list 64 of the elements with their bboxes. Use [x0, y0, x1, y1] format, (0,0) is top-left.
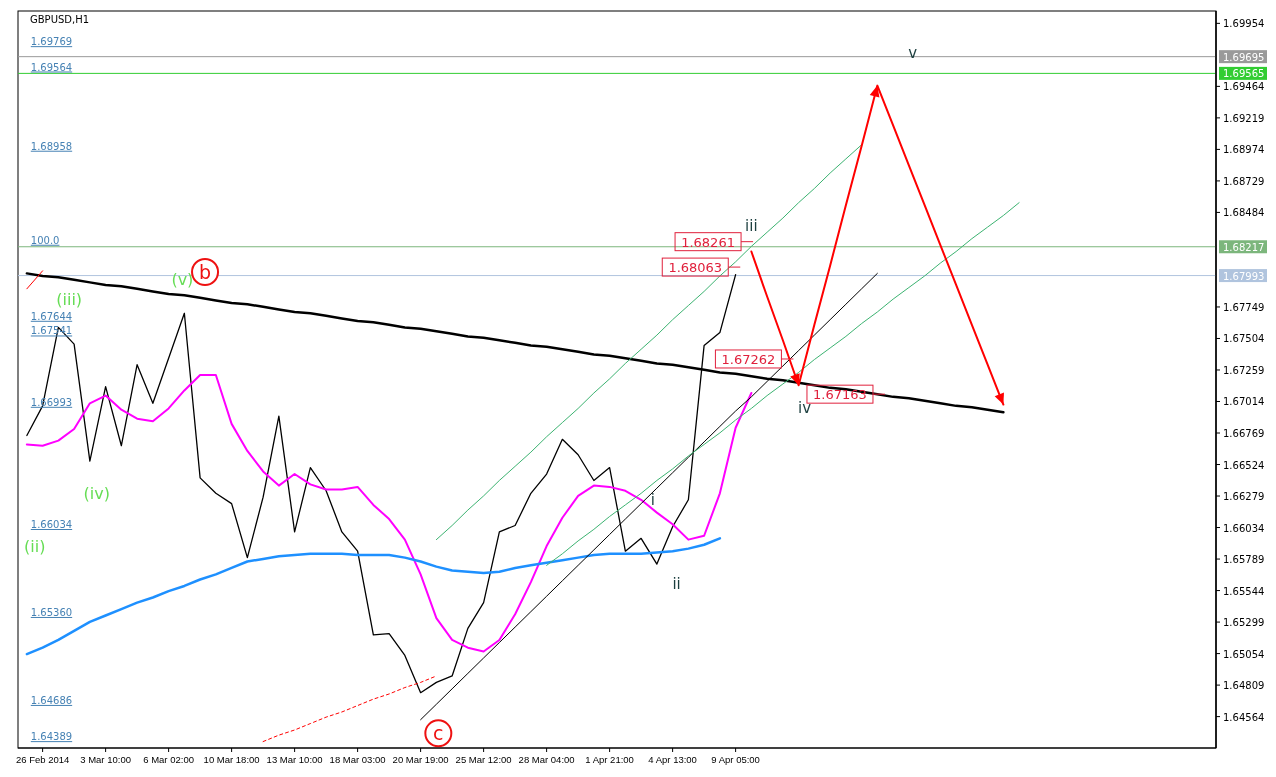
y-tick-label: 1.65544: [1223, 585, 1265, 597]
annotation: i: [650, 490, 656, 509]
x-tick-label: 3 Mar 10:00: [80, 754, 131, 765]
annotation: (v): [171, 269, 194, 289]
y-tick-label: 1.67504: [1223, 333, 1265, 345]
y-tick-label: 1.64809: [1223, 680, 1265, 692]
chart-title: GBPUSD,H1: [30, 14, 90, 25]
annotation: (iv): [83, 483, 110, 503]
y-tick-label: 1.68974: [1223, 144, 1265, 156]
annotation: 1.65360: [30, 606, 73, 618]
y-tick-label: 1.69464: [1223, 81, 1265, 93]
ref-line-label: 1.68217: [1223, 241, 1265, 253]
annotation: 1.64389: [30, 731, 73, 743]
line-series: [546, 202, 1020, 566]
annotation: 1.67163: [813, 387, 867, 403]
annotation: 1.68958: [30, 140, 73, 152]
x-tick-label: 1 Apr 21:00: [585, 754, 634, 765]
ref-line-label: 1.69695: [1223, 51, 1265, 63]
y-tick-label: 1.67014: [1223, 396, 1265, 408]
ref-line-label: 1.67993: [1223, 270, 1265, 282]
line-series: [25, 374, 753, 653]
annotation: c: [433, 722, 444, 745]
annotation: ii: [672, 574, 681, 593]
annotation: v: [908, 44, 918, 63]
y-tick-label: 1.66279: [1223, 491, 1265, 503]
x-tick-label: 26 Feb 2014: [15, 754, 70, 765]
x-tick-label: 4 Apr 13:00: [648, 754, 697, 765]
x-tick-label: 20 Mar 19:00: [392, 754, 449, 765]
annotation: (iii): [56, 290, 83, 310]
annotation: 1.68063: [668, 260, 723, 276]
ref-line-label: 1.69565: [1223, 68, 1265, 80]
annotation: 1.66034: [30, 519, 73, 531]
annotation: 1.67644: [30, 310, 73, 322]
x-tick-label: 9 Apr 05:00: [711, 754, 760, 765]
y-tick-label: 1.66769: [1223, 428, 1265, 440]
y-tick-label: 1.68729: [1223, 175, 1265, 187]
x-tick-label: 28 Mar 04:00: [518, 754, 575, 765]
y-tick-label: 1.69219: [1223, 112, 1265, 124]
annotation: 100.0: [30, 234, 60, 246]
line-series: [25, 537, 722, 656]
y-tick-label: 1.64564: [1223, 711, 1265, 723]
x-tick-label: 18 Mar 03:00: [329, 754, 386, 765]
y-tick-label: 1.69954: [1223, 18, 1265, 30]
y-tick-label: 1.65054: [1223, 648, 1265, 660]
x-tick-label: 6 Mar 02:00: [143, 754, 194, 765]
annotation: 1.69564: [30, 61, 73, 73]
annotation: (ii): [24, 536, 46, 556]
annotation: 1.64686: [30, 694, 73, 706]
y-tick-label: 1.66524: [1223, 459, 1265, 471]
annotation: 1.69769: [30, 36, 73, 48]
annotation: iii: [745, 217, 758, 236]
x-tick-label: 25 Mar 12:00: [455, 754, 512, 765]
annotation: iv: [798, 398, 812, 417]
y-tick-label: 1.68484: [1223, 207, 1265, 219]
y-tick-label: 1.65299: [1223, 617, 1265, 629]
y-tick-label: 1.67749: [1223, 301, 1265, 313]
y-tick-label: 1.66034: [1223, 522, 1265, 534]
y-tick-label: 1.65789: [1223, 554, 1265, 566]
x-tick-label: 10 Mar 18:00: [203, 754, 260, 765]
annotation: 1.68261: [681, 234, 735, 250]
annotation: b: [199, 260, 212, 283]
annotation: 1.67262: [721, 351, 776, 367]
x-tick-label: 13 Mar 10:00: [266, 754, 323, 765]
y-tick-label: 1.67259: [1223, 364, 1265, 376]
